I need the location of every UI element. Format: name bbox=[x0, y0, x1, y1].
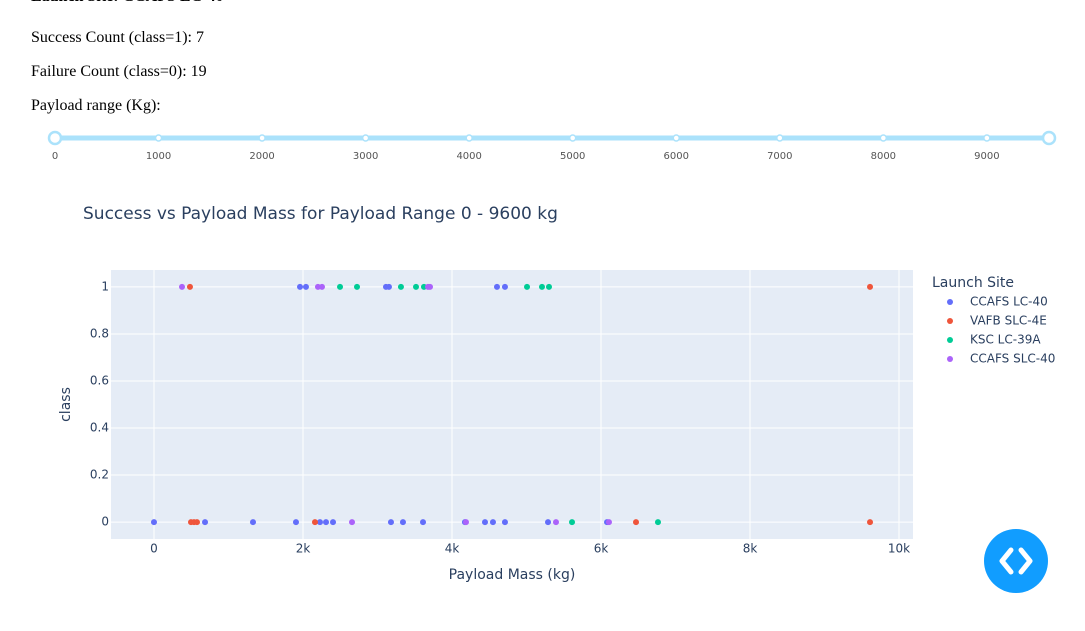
point bbox=[545, 283, 552, 290]
chart: Success vs Payload Mass for Payload Rang… bbox=[58, 204, 1055, 583]
success-count: Success Count (class=1): 7 bbox=[31, 29, 204, 46]
y-tick-label: 0.4 bbox=[90, 421, 109, 435]
point bbox=[302, 283, 309, 290]
legend-label[interactable]: KSC LC-39A bbox=[970, 333, 1041, 347]
site-title: Launch Site: CCAFS LC-40 bbox=[31, 0, 223, 6]
point bbox=[633, 519, 640, 526]
slider-mark-label: 2000 bbox=[249, 151, 274, 162]
point bbox=[193, 519, 200, 526]
x-axis-title: Payload Mass (kg) bbox=[449, 567, 576, 583]
legend-title: Launch Site bbox=[932, 275, 1014, 291]
y-tick-label: 0.8 bbox=[90, 326, 109, 340]
slider-mark-dot bbox=[258, 134, 266, 142]
legend-marker bbox=[947, 356, 953, 362]
legend-marker bbox=[947, 318, 953, 324]
point bbox=[427, 283, 434, 290]
point bbox=[867, 283, 874, 290]
point bbox=[552, 519, 559, 526]
failure-count: Failure Count (class=0): 19 bbox=[31, 63, 207, 80]
legend-label[interactable]: VAFB SLC-4E bbox=[970, 314, 1047, 328]
slider-handle[interactable] bbox=[1041, 130, 1057, 146]
x-tick-label: 2k bbox=[296, 542, 311, 556]
point bbox=[569, 519, 576, 526]
y-tick-label: 0.6 bbox=[90, 373, 109, 387]
y-axis-title: class bbox=[58, 387, 74, 422]
slider-mark-label: 3000 bbox=[353, 151, 378, 162]
x-tick-label: 10k bbox=[888, 542, 910, 556]
slider-mark-dot bbox=[465, 134, 473, 142]
slider-mark-label: 8000 bbox=[871, 151, 896, 162]
slider-mark-label: 4000 bbox=[456, 151, 481, 162]
slider-mark-label: 6000 bbox=[664, 151, 689, 162]
point bbox=[323, 519, 330, 526]
slider-handle[interactable] bbox=[47, 130, 63, 146]
point bbox=[654, 519, 661, 526]
point bbox=[501, 519, 508, 526]
point bbox=[311, 519, 318, 526]
point bbox=[605, 519, 612, 526]
point bbox=[316, 519, 323, 526]
point bbox=[330, 519, 337, 526]
slider-mark-dot bbox=[154, 134, 163, 142]
point bbox=[354, 283, 361, 290]
y-tick-label: 0 bbox=[101, 515, 109, 529]
code-icon bbox=[999, 547, 1033, 575]
legend-marker bbox=[947, 299, 953, 305]
point bbox=[501, 283, 508, 290]
plot-area bbox=[111, 270, 913, 539]
point bbox=[337, 283, 344, 290]
x-tick-label: 4k bbox=[445, 542, 460, 556]
x-tick-label: 6k bbox=[594, 542, 609, 556]
point bbox=[545, 519, 552, 526]
slider-mark-dot bbox=[568, 134, 577, 142]
y-tick-label: 0.2 bbox=[90, 468, 109, 482]
point bbox=[493, 283, 500, 290]
point bbox=[397, 283, 404, 290]
point bbox=[524, 283, 531, 290]
slider-mark-dot bbox=[879, 134, 888, 142]
chart-title: Success vs Payload Mass for Payload Rang… bbox=[83, 204, 558, 224]
point bbox=[538, 283, 545, 290]
x-tick-label: 8k bbox=[743, 542, 758, 556]
slider-mark-label: 9000 bbox=[974, 151, 999, 162]
point bbox=[349, 519, 356, 526]
slider-mark-label: 1000 bbox=[146, 151, 171, 162]
legend-label[interactable]: CCAFS SLC-40 bbox=[970, 352, 1055, 366]
range-slider[interactable]: 0 1000 2000 3000 4000 5000 6000 7000 8000 9000 bbox=[0, 120, 1085, 170]
point bbox=[292, 519, 299, 526]
legend-marker bbox=[947, 337, 953, 343]
point bbox=[867, 519, 874, 526]
slider-mark-dot bbox=[983, 134, 991, 142]
point bbox=[399, 519, 406, 526]
point bbox=[150, 519, 157, 526]
slider-mark-label: 7000 bbox=[767, 151, 792, 162]
point bbox=[462, 519, 469, 526]
point bbox=[489, 519, 496, 526]
point bbox=[178, 283, 185, 290]
point bbox=[413, 283, 420, 290]
point bbox=[387, 519, 394, 526]
y-tick-label: 1 bbox=[101, 279, 109, 293]
slider-mark-dot bbox=[776, 134, 784, 142]
slider-mark-dot bbox=[672, 134, 680, 142]
debug-button[interactable] bbox=[984, 529, 1048, 593]
payload-label: Payload range (Kg): bbox=[31, 97, 161, 114]
point bbox=[420, 519, 427, 526]
slider-mark-label: 0 bbox=[52, 151, 58, 162]
point bbox=[186, 283, 193, 290]
slider-mark-label: 5000 bbox=[560, 151, 585, 162]
legend-label[interactable]: CCAFS LC-40 bbox=[970, 295, 1048, 309]
point bbox=[249, 519, 256, 526]
slider-mark-dot bbox=[361, 134, 370, 142]
point bbox=[318, 283, 325, 290]
x-tick-label: 0 bbox=[150, 542, 158, 556]
point bbox=[202, 519, 209, 526]
point bbox=[481, 519, 488, 526]
point bbox=[385, 283, 392, 290]
point bbox=[297, 283, 304, 290]
